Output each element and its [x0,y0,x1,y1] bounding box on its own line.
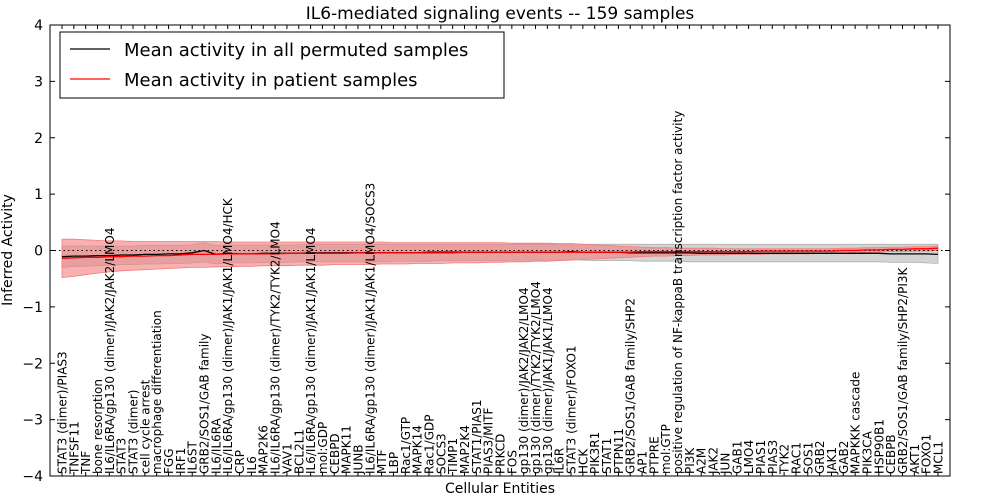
x-tick-label: IRF1 [174,448,188,474]
y-tick-label: 3 [34,74,43,90]
x-tick-label: SOS1 [801,442,815,474]
x-tick-label: positive regulation of NF-kappaB transcr… [671,111,685,474]
x-tick-label: PTPN11 [612,428,626,474]
confidence-bands [61,238,939,279]
x-tick-label: STAT3 (dimer)/PIAS3 [56,351,70,474]
x-tick-label: JUNB [351,444,365,475]
x-tick-label: TNF [79,451,93,475]
x-tick-label: PIK3CA [861,430,875,474]
x-tick-label: VAV1 [280,443,294,474]
x-tick-label: SOCS3 [434,433,448,474]
x-tick-label: PTPRE [647,436,661,474]
y-tick-label: 4 [34,18,43,34]
y-tick-label: −2 [22,356,43,372]
x-tick-label: CEBPB [884,434,898,474]
chart-title: IL6-mediated signaling events -- 159 sam… [306,4,695,24]
x-tick-label: PIAS3 [766,440,780,474]
y-tick-label: 1 [34,187,43,203]
x-tick-label: GRB2 [813,440,827,474]
x-tick-label: AKT1 [908,444,922,474]
x-tick-label: STAT1/PIAS1 [470,399,484,474]
x-tick-label: CEBPD [328,433,342,474]
y-axis-label: Inferred Activity [0,194,16,306]
x-tick-label: GRB2/SOS1/GAB family [198,334,212,475]
x-tick-label: STAT1 [600,438,614,474]
x-tick-label: JAK2 [707,447,721,475]
y-axis-ticks: −4 −3 −2 −1 0 1 2 3 4 [22,18,950,485]
x-tick-label: FGG [162,449,176,475]
y-tick-label: 0 [34,244,43,260]
x-tick-label: PRKCD [494,434,508,474]
x-axis-ticks [61,25,939,476]
x-tick-label: gp130 (dimer)/TYK2/TYK2/LMO4 [529,281,543,474]
x-tick-label: IL6/IL6RA/gp130 (dimer)/JAK2/JAK2/LMO4 [103,228,117,474]
x-tick-label: bone resorption [91,379,105,474]
x-tick-label: STAT3 (dimer) [127,390,141,474]
y-tick-label: −4 [22,469,43,485]
x-tick-label: GRB2/SOS1/GAB family/SHP2 [624,298,638,474]
x-tick-label: MAPK14 [411,425,425,474]
y-tick-label: −1 [22,300,43,316]
y-tick-label: −3 [22,413,43,429]
x-tick-label: Rac1/GTP [399,417,413,474]
x-tick-label: GRB2/SOS1/GAB family/SHP2/PI3K [896,266,910,474]
x-tick-label: MCL1 [932,441,946,474]
x-tick-label: FOS [505,450,519,474]
x-tick-label: IL6ST [186,441,200,474]
legend-label-permuted: Mean activity in all permuted samples [124,40,468,61]
x-tick-label: GAB2 [837,441,851,474]
x-tick-label: IL6/IL6RA [209,417,223,474]
x-tick-label: TYK2 [778,444,792,475]
x-tick-label: PIAS3/MITF [482,407,496,474]
x-tick-label: FOXO1 [920,434,934,474]
x-tick-label: MAP2K4 [458,425,472,474]
legend: Mean activity in all permuted samples Me… [59,31,505,99]
x-axis-label: Cellular Entities [445,481,555,497]
series-lines [61,247,939,260]
x-tick-label: IL6/IL6RA/gp130 (dimer)/JAK1/JAK1/LMO4/S… [363,183,377,474]
x-tick-label: IL6/IL6RA/gp130 (dimer)/JAK1/JAK1/LMO4 [304,228,318,474]
x-tick-label: MAP2K6 [257,425,271,474]
x-tick-label: A2M [695,448,709,474]
x-tick-label: HCK [576,448,590,474]
x-tick-label: IL6 [245,456,259,474]
x-tick-label: IL6R [553,448,567,474]
x-tick-label: MAPKKK cascade [849,372,863,474]
plot-frame [49,24,951,477]
x-tick-label: PIAS1 [754,440,768,474]
x-tick-label: JUN [718,453,732,475]
x-tick-label: STAT3 [115,438,129,474]
x-tick-label: CRP [233,450,247,474]
x-tick-label: HSP90B1 [872,419,886,474]
legend-label-patient: Mean activity in patient samples [124,70,418,91]
x-tick-label: AP1 [636,451,650,474]
x-tick-label: mol:GTP [659,424,673,474]
x-tick-label: JAK1 [825,447,839,475]
x-tick-label: LBP [387,452,401,474]
x-tick-label: IL6/IL6RA/gp130 (dimer)/TYK2/TYK2/LMO4 [269,221,283,474]
x-tick-label: macrophage differentiation [150,310,164,474]
x-tick-label: PI3K [683,447,697,474]
x-tick-label: MAPK11 [340,425,354,474]
legend-box [59,31,505,99]
x-tick-label: LMO4 [742,440,756,474]
x-tick-label: MTF [375,449,389,474]
x-tick-label: gp130 (dimer)/JAK1/JAK1/LMO4 [541,287,555,474]
x-tick-label: gp130 (dimer)/JAK2/JAK2/LMO4 [517,287,531,474]
x-tick-label: TNFSF11 [67,421,81,475]
x-tick-label: RAC1 [789,442,803,474]
x-tick-label: Rac1/GDP [423,415,437,474]
x-tick-label: PIK3R1 [588,432,602,474]
x-tick-label: BCL2L1 [292,429,306,474]
x-tick-label: mol:GDP [316,422,330,474]
x-tick-label: STAT3 (dimer)/FOXO1 [565,345,579,474]
line-series-1 [61,247,939,260]
x-tick-label: TIMP1 [446,438,460,475]
x-tick-label: cell cycle arrest [138,379,152,474]
y-tick-label: 2 [34,131,43,147]
x-tick-label: GAB1 [730,441,744,474]
x-tick-label: IL6/IL6RA/gp130 (dimer)/JAK1/JAK1/LMO4/H… [221,197,235,474]
